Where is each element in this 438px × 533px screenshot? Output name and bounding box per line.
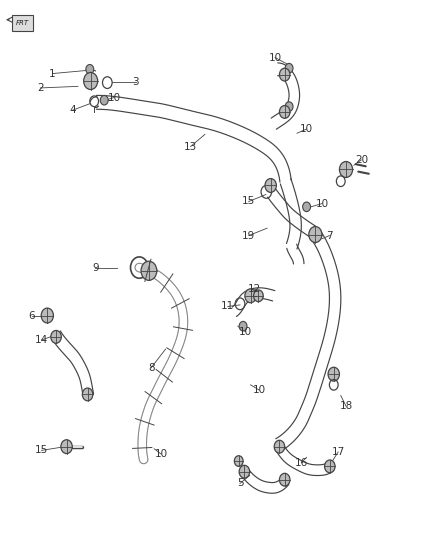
Circle shape	[274, 440, 285, 453]
Circle shape	[309, 227, 322, 243]
Circle shape	[239, 321, 247, 331]
Circle shape	[279, 106, 290, 118]
Circle shape	[100, 95, 108, 105]
Text: 10: 10	[107, 93, 120, 102]
Text: 10: 10	[315, 199, 328, 208]
Text: 19: 19	[242, 231, 255, 240]
Text: 20: 20	[355, 155, 368, 165]
Text: 17: 17	[332, 447, 345, 457]
Text: 11: 11	[221, 302, 234, 311]
Circle shape	[285, 63, 293, 73]
Circle shape	[265, 179, 276, 192]
Text: 5: 5	[237, 479, 244, 488]
Text: 14: 14	[35, 335, 48, 345]
Circle shape	[325, 460, 335, 473]
Text: 10: 10	[268, 53, 282, 62]
Circle shape	[239, 465, 250, 478]
Circle shape	[279, 68, 290, 81]
Text: 15: 15	[35, 446, 48, 455]
Text: 10: 10	[155, 449, 168, 459]
Text: 18: 18	[339, 401, 353, 411]
Circle shape	[82, 388, 93, 401]
Text: 9: 9	[92, 263, 99, 272]
Text: 8: 8	[148, 363, 155, 373]
Text: 10: 10	[239, 327, 252, 336]
Text: 16: 16	[295, 458, 308, 467]
Text: 2: 2	[37, 83, 44, 93]
Circle shape	[303, 202, 311, 212]
Text: 4: 4	[69, 106, 76, 115]
Text: 1: 1	[49, 69, 56, 78]
Text: 12: 12	[247, 284, 261, 294]
Circle shape	[141, 261, 157, 280]
Circle shape	[61, 440, 72, 454]
Circle shape	[86, 64, 94, 74]
Circle shape	[339, 161, 353, 177]
Text: 3: 3	[132, 77, 139, 87]
Circle shape	[254, 290, 263, 302]
Text: 10: 10	[253, 385, 266, 395]
Text: 7: 7	[326, 231, 333, 240]
Text: 15: 15	[242, 197, 255, 206]
Circle shape	[234, 456, 243, 466]
FancyBboxPatch shape	[12, 15, 33, 31]
Circle shape	[279, 473, 290, 486]
Text: 13: 13	[184, 142, 197, 151]
Circle shape	[51, 330, 61, 343]
Circle shape	[245, 289, 256, 303]
Circle shape	[285, 102, 293, 111]
Circle shape	[41, 308, 53, 323]
Text: FRT: FRT	[16, 20, 29, 26]
Circle shape	[84, 72, 98, 90]
Text: 10: 10	[300, 124, 313, 134]
Circle shape	[328, 367, 339, 381]
Text: 6: 6	[28, 311, 35, 320]
